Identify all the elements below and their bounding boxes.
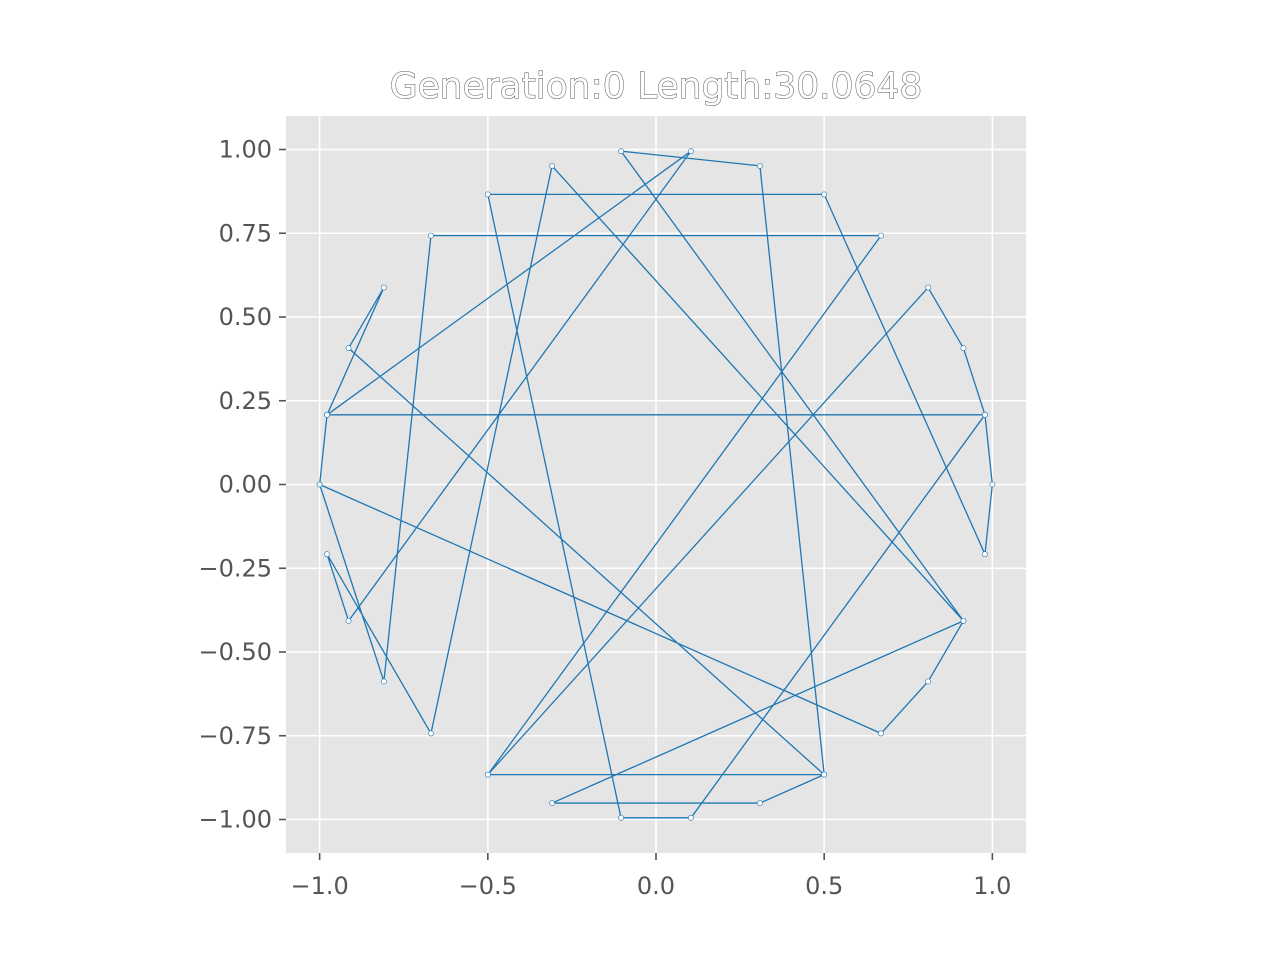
city-point [618, 148, 624, 155]
city-point [549, 800, 555, 806]
city-markers [316, 148, 996, 821]
city-point [878, 730, 884, 737]
city-point [345, 617, 352, 624]
city-point [757, 800, 763, 806]
x-tick-label: −0.5 [459, 872, 517, 900]
y-tick-label: 0.25 [219, 387, 272, 415]
tour-series [318, 150, 994, 819]
y-tick-label: −1.00 [198, 806, 272, 834]
city-point [324, 551, 330, 558]
y-tick-label: 0.75 [219, 219, 272, 247]
grid-lines [286, 116, 1026, 853]
y-tick-label: −0.25 [198, 554, 272, 582]
x-tick-label: 0.5 [805, 872, 843, 900]
city-point [821, 191, 828, 198]
x-tick-label: 0.0 [637, 872, 675, 900]
city-point [688, 148, 694, 155]
y-tick-label: 0.50 [219, 303, 272, 331]
city-point [688, 814, 694, 821]
city-point [428, 730, 434, 737]
city-point [878, 232, 884, 239]
city-point [982, 551, 988, 558]
y-tick-label: −0.75 [198, 722, 272, 750]
city-point [484, 771, 491, 778]
city-point [549, 163, 555, 169]
tour-path-line [318, 150, 994, 819]
city-point [982, 411, 988, 418]
x-tick-label: −1.0 [290, 872, 348, 900]
city-point [380, 678, 387, 685]
city-point [757, 163, 763, 169]
city-point [925, 284, 932, 291]
city-point [345, 345, 352, 352]
axis-ticks: −1.0 −0.5 0.0 0.5 1.0 1.00 0.75 0.50 0.25 0.00 −0.… [198, 136, 1011, 901]
x-tick-label: 1.0 [973, 872, 1011, 900]
city-point [618, 814, 624, 821]
city-point [925, 678, 932, 685]
chart-title: Generation:0 Length:30.0648 [390, 66, 922, 107]
y-tick-label: −0.50 [198, 638, 272, 666]
city-point [960, 345, 967, 352]
city-point [989, 481, 996, 488]
city-point [316, 481, 323, 488]
y-tick-label: 1.00 [219, 136, 272, 164]
y-tick-label: 0.00 [219, 471, 272, 499]
city-point [821, 771, 828, 778]
city-point [960, 617, 967, 624]
city-point [324, 411, 330, 418]
city-point [380, 284, 387, 291]
city-point [428, 232, 434, 239]
city-point [484, 191, 491, 198]
